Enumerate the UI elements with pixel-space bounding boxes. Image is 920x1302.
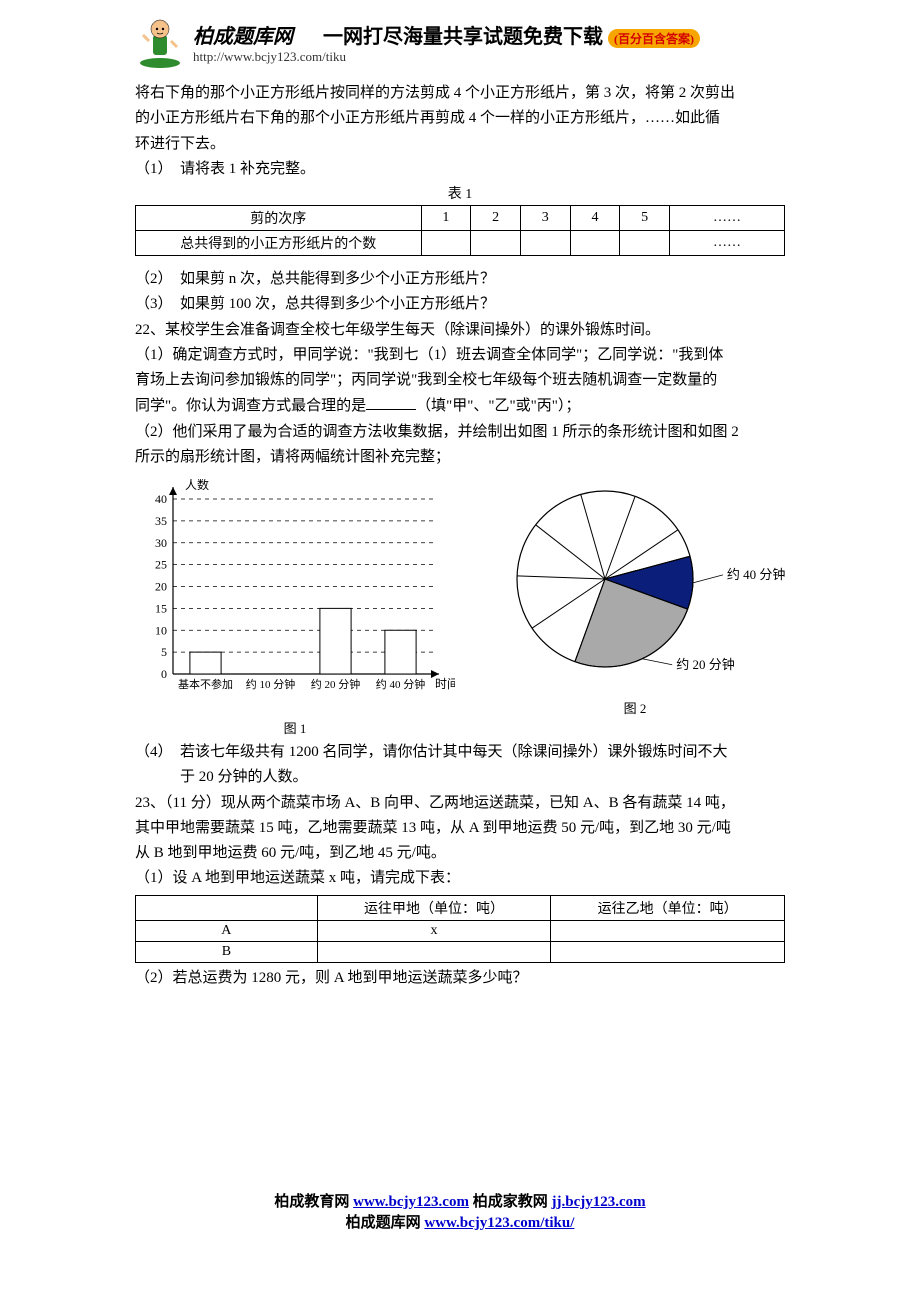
t1-blank [471, 231, 521, 256]
t2-h2: 运往乙地（单位：吨） [551, 895, 785, 920]
svg-text:约 20 分钟: 约 20 分钟 [311, 677, 361, 691]
header-url: http://www.bcjy123.com/tiku [193, 49, 700, 65]
svg-text:人数: 人数 [185, 479, 209, 492]
svg-text:35: 35 [155, 514, 167, 528]
question-2: （2） 如果剪 n 次，总共能得到多少个小正方形纸片？ [135, 268, 785, 291]
p22b: （1）确定调查方式时，甲同学说："我到七（1）班去调查全体同学"；乙同学说："我… [135, 344, 785, 367]
p23c: 从 B 地到甲地运费 60 元/吨，到乙地 45 元/吨。 [135, 842, 785, 865]
table-2: 运往甲地（单位：吨） 运往乙地（单位：吨） A x B [135, 895, 785, 963]
t1-blank [421, 231, 471, 256]
svg-text:20: 20 [155, 580, 167, 594]
slogan: 一网打尽海量共享试题免费下载 [323, 26, 603, 48]
t1-c: 4 [570, 206, 620, 231]
t1-blank [620, 231, 670, 256]
t2-rA: A [136, 920, 318, 941]
p22d-post: （填"甲"、"乙"或"丙"）； [416, 398, 580, 414]
p22a: 22、某校学生会准备调查全校七年级学生每天（除课间操外）的课外锻炼时间。 [135, 319, 785, 342]
t1-blank [570, 231, 620, 256]
t1-r2h: 总共得到的小正方形纸片的个数 [136, 231, 422, 256]
svg-text:约 20 分钟: 约 20 分钟 [676, 657, 735, 672]
blank-fill [366, 394, 416, 410]
question-1: （1） 请将表 1 补充完整。 [135, 158, 785, 181]
p22d-pre: 同学"。你认为调查方式最合理的是 [135, 398, 366, 414]
pie-chart: 约 40 分钟约 20 分钟 图 2 [485, 479, 785, 717]
piechart-caption: 图 2 [485, 698, 785, 717]
t2-h1: 运往甲地（单位：吨） [317, 895, 551, 920]
question-3: （3） 如果剪 100 次，总共得到多少个小正方形纸片？ [135, 293, 785, 316]
barchart-caption: 图 1 [135, 718, 455, 737]
footer-text: 柏成题库网 [346, 1215, 425, 1231]
t1-c: 5 [620, 206, 670, 231]
t1-r1h: 剪的次序 [136, 206, 422, 231]
intro-line: 将右下角的那个小正方形纸片按同样的方法剪成 4 个小正方形纸片，第 3 次，将第… [135, 82, 785, 105]
p22c: 育场上去询问参加锻炼的同学"；丙同学说"我到全校七年级每个班去随机调查一定数量的 [135, 369, 785, 392]
page-footer: 柏成教育网 www.bcjy123.com 柏成家教网 jj.bcjy123.c… [135, 1190, 785, 1232]
svg-text:约 10 分钟: 约 10 分钟 [246, 677, 296, 691]
t1-c: 3 [520, 206, 570, 231]
p23d: （1）设 A 地到甲地运送蔬菜 x 吨，请完成下表： [135, 867, 785, 890]
p23a: 23、（11 分）现从两个蔬菜市场 A、B 向甲、乙两地运送蔬菜，已知 A、B … [135, 792, 785, 815]
t1-c: 2 [471, 206, 521, 231]
table-1: 剪的次序 1 2 3 4 5 …… 总共得到的小正方形纸片的个数 …… [135, 205, 785, 256]
t2-rB: B [136, 941, 318, 962]
brand-name: 柏成题库网 [193, 26, 293, 48]
svg-text:25: 25 [155, 558, 167, 572]
table1-caption: 表 1 [135, 183, 785, 203]
footer-link[interactable]: www.bcjy123.com [353, 1194, 469, 1210]
footer-text: 柏成教育网 [274, 1194, 353, 1210]
t1-c: …… [669, 206, 784, 231]
svg-text:时间: 时间 [435, 677, 455, 691]
svg-text:约 40 分钟: 约 40 分钟 [727, 567, 785, 582]
t1-blank [520, 231, 570, 256]
t2-blank [136, 895, 318, 920]
page-header: 柏成题库网 一网打尽海量共享试题免费下载 (百分百含答案) http://www… [135, 10, 785, 80]
p22g: （4） 若该七年级共有 1200 名同学，请你估计其中每天（除课间操外）课外锻炼… [135, 741, 785, 764]
p22e: （2）他们采用了最为合适的调查方法收集数据，并绘制出如图 1 所示的条形统计图和… [135, 421, 785, 444]
t1-r2last: …… [669, 231, 784, 256]
p22d: 同学"。你认为调查方式最合理的是 （填"甲"、"乙"或"丙"）； [135, 394, 785, 418]
footer-text: 柏成家教网 [469, 1194, 552, 1210]
footer-link[interactable]: www.bcjy123.com/tiku/ [424, 1215, 574, 1231]
intro-line: 的小正方形纸片右下角的那个小正方形纸片再剪成 4 个一样的小正方形纸片，……如此… [135, 107, 785, 130]
t2-blank [551, 920, 785, 941]
svg-text:5: 5 [161, 645, 167, 659]
p22f: 所示的扇形统计图，请将两幅统计图补充完整； [135, 446, 785, 469]
header-title: 柏成题库网 一网打尽海量共享试题免费下载 (百分百含答案) [193, 20, 700, 49]
p22h: 于 20 分钟的人数。 [135, 766, 785, 789]
p23b: 其中甲地需要蔬菜 15 吨，乙地需要蔬菜 13 吨，从 A 到甲地运费 50 元… [135, 817, 785, 840]
svg-text:约 40 分钟: 约 40 分钟 [376, 677, 426, 691]
svg-text:30: 30 [155, 536, 167, 550]
svg-text:40: 40 [155, 492, 167, 506]
t2-blank [317, 941, 551, 962]
logo-icon [135, 15, 185, 70]
badge: (百分百含答案) [608, 29, 700, 48]
footer-link[interactable]: jj.bcjy123.com [551, 1194, 645, 1210]
t1-c: 1 [421, 206, 471, 231]
bar-chart: 5 10 15 20 25 30 35 40 0 人数时间 基本不参加约 10 分钟 约 20 分钟 约… [135, 479, 455, 737]
svg-text:15: 15 [155, 601, 167, 615]
intro-line: 环进行下去。 [135, 133, 785, 156]
svg-text:0: 0 [161, 667, 167, 681]
svg-text:10: 10 [155, 623, 167, 637]
t2-blank [551, 941, 785, 962]
svg-text:基本不参加: 基本不参加 [178, 677, 233, 691]
p23e: （2）若总运费为 1280 元，则 A 地到甲地运送蔬菜多少吨？ [135, 967, 785, 990]
t2-rAx: x [317, 920, 551, 941]
